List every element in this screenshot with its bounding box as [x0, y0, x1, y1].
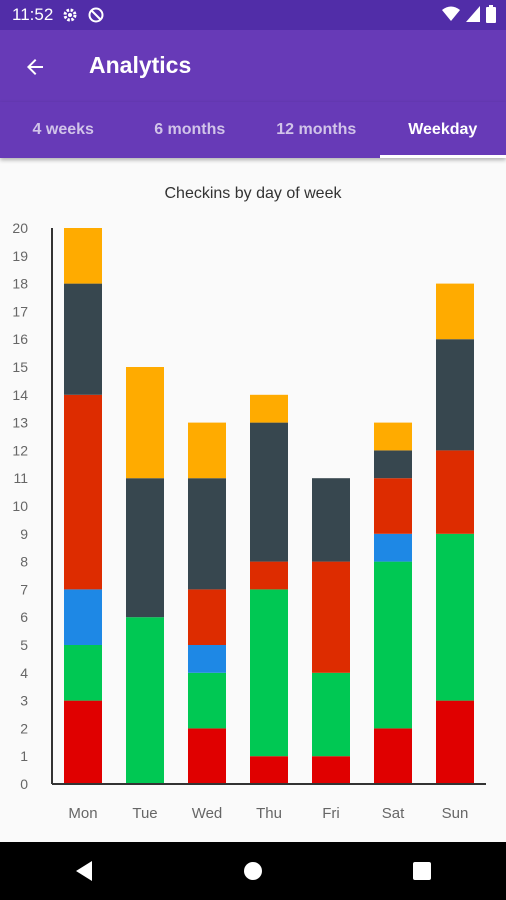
y-tick-label: 10 — [12, 498, 28, 514]
bar-segment — [312, 672, 350, 757]
x-tick-label: Sat — [382, 805, 405, 822]
bar-segment — [188, 645, 226, 673]
y-tick-label: 3 — [20, 693, 28, 709]
y-tick-label: 2 — [20, 720, 28, 736]
bar-segment — [188, 728, 226, 784]
bar-segment — [374, 533, 412, 562]
bar-segment — [126, 478, 164, 618]
y-tick-label: 14 — [12, 387, 28, 403]
y-tick-label: 1 — [20, 748, 28, 764]
bar-segment — [188, 672, 226, 729]
do-not-disturb-icon — [87, 6, 105, 24]
system-nav-bar — [0, 842, 506, 900]
status-time: 11:52 — [12, 5, 54, 24]
bar-segment — [374, 478, 412, 534]
y-tick-label: 15 — [12, 359, 28, 375]
app-bar: Analytics — [0, 30, 506, 102]
bar-segment — [436, 339, 474, 451]
x-tick-label: Fri — [322, 805, 340, 822]
bar-segment — [188, 478, 226, 590]
x-tick-label: Thu — [256, 805, 282, 822]
back-arrow-icon[interactable] — [20, 52, 50, 82]
bar-segment — [250, 561, 288, 590]
y-tick-label: 16 — [12, 331, 28, 347]
y-tick-label: 8 — [20, 554, 28, 570]
y-tick-label: 11 — [13, 470, 28, 486]
y-tick-label: 17 — [12, 303, 28, 319]
y-tick-label: 4 — [20, 665, 28, 681]
bar-segment — [64, 700, 102, 784]
bar-segment — [250, 756, 288, 784]
bar-segment — [188, 422, 226, 479]
y-tick-label: 0 — [20, 776, 28, 792]
bar-segment — [436, 700, 474, 784]
y-tick-label: 9 — [20, 526, 28, 542]
bar-segment — [250, 422, 288, 562]
bar-segment — [374, 450, 412, 479]
bar-segment — [188, 589, 226, 645]
tab-4-weeks[interactable]: 4 weeks — [32, 121, 94, 138]
x-tick-label: Mon — [68, 805, 97, 822]
battery-icon — [486, 5, 496, 28]
bar-segment — [312, 756, 350, 784]
tab-6-months[interactable]: 6 months — [154, 121, 226, 138]
bar-segment — [126, 617, 164, 784]
wifi-icon — [442, 6, 460, 27]
chart-title: Checkins by day of week — [165, 185, 343, 202]
page-title: Analytics — [89, 52, 192, 78]
x-tick-label: Tue — [132, 805, 157, 822]
x-tick-label: Wed — [192, 805, 223, 822]
chart-area: Checkins by day of week 0 1 2 3 4 5 6 7 8 9 10 11 12 1… — [0, 158, 506, 842]
nav-recents-icon[interactable] — [392, 851, 452, 891]
bar-segment — [250, 589, 288, 757]
bar-segment — [436, 283, 474, 340]
nav-back-icon[interactable] — [54, 851, 114, 891]
bar-segment — [436, 450, 474, 534]
status-bar: 11:52 — [0, 0, 506, 30]
y-tick-label: 13 — [12, 415, 28, 431]
bar-segment — [374, 422, 412, 451]
settings-icon — [61, 6, 79, 24]
tab-weekday[interactable]: Weekday — [379, 102, 506, 158]
y-tick-label: 7 — [20, 581, 28, 597]
bar-segment — [312, 478, 350, 562]
y-tick-label: 5 — [20, 637, 28, 653]
y-tick-label: 20 — [12, 220, 28, 236]
y-tick-label: 12 — [12, 442, 28, 458]
tab-bar: 4 weeks 6 months 12 months Weekday — [0, 102, 506, 158]
bar-segment — [312, 561, 350, 673]
y-tick-label: 18 — [12, 276, 28, 292]
signal-icon — [466, 6, 480, 27]
bar-segment — [64, 283, 102, 395]
tab-12-months[interactable]: 12 months — [276, 121, 357, 138]
x-tick-label: Sun — [442, 805, 469, 822]
y-tick-label: 6 — [20, 609, 28, 625]
y-tick-label: 19 — [12, 248, 28, 264]
bar-segment — [64, 394, 102, 590]
nav-home-icon[interactable] — [223, 851, 283, 891]
bar-segment — [436, 533, 474, 701]
bar-segment — [250, 394, 288, 423]
bar-segment — [374, 561, 412, 729]
bar-segment — [374, 728, 412, 784]
bar-segment — [64, 645, 102, 701]
bar-segment — [126, 367, 164, 479]
bar-segment — [64, 228, 102, 284]
stacked-bar-chart: Checkins by day of week01234567891011121… — [12, 185, 486, 822]
bar-segment — [64, 589, 102, 645]
